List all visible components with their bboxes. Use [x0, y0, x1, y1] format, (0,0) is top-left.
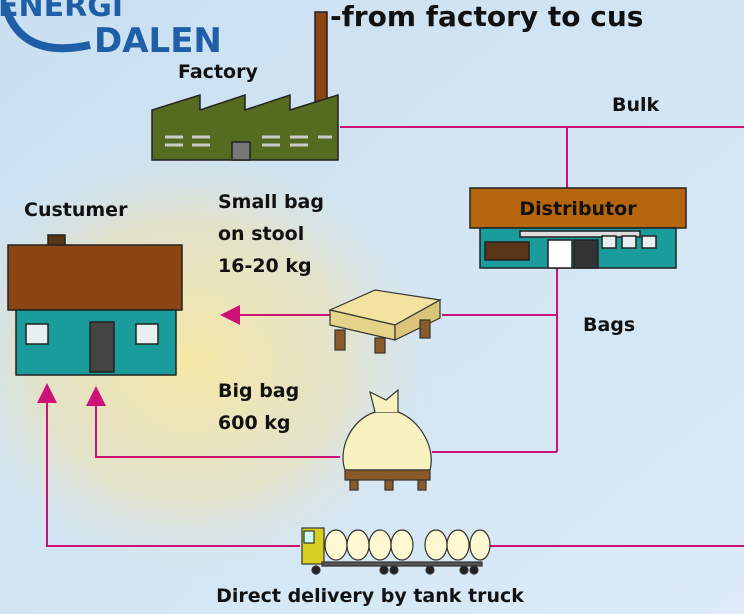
- route-label: Small bag: [218, 191, 324, 213]
- route-label: Direct delivery by tank truck: [216, 585, 524, 607]
- page: ENERGI DALEN -from factory to cus Factor…: [0, 0, 744, 614]
- diagram: ENERGI DALEN -from factory to cus Factor…: [0, 0, 744, 614]
- route-label: 16-20 kg: [218, 255, 312, 277]
- route-label: Bulk: [612, 94, 660, 116]
- route-label: Bags: [583, 314, 635, 336]
- title: -from factory to cus: [330, 0, 643, 33]
- customer-icon: [8, 235, 182, 375]
- logo-text: DALEN: [94, 21, 222, 61]
- node-label: Factory: [178, 61, 258, 83]
- route-label: on stool: [218, 223, 304, 245]
- route-label: 600 kg: [218, 412, 291, 434]
- node-label: Custumer: [24, 199, 128, 221]
- route-label: Big bag: [218, 380, 299, 402]
- node-label: Distributor: [519, 198, 637, 220]
